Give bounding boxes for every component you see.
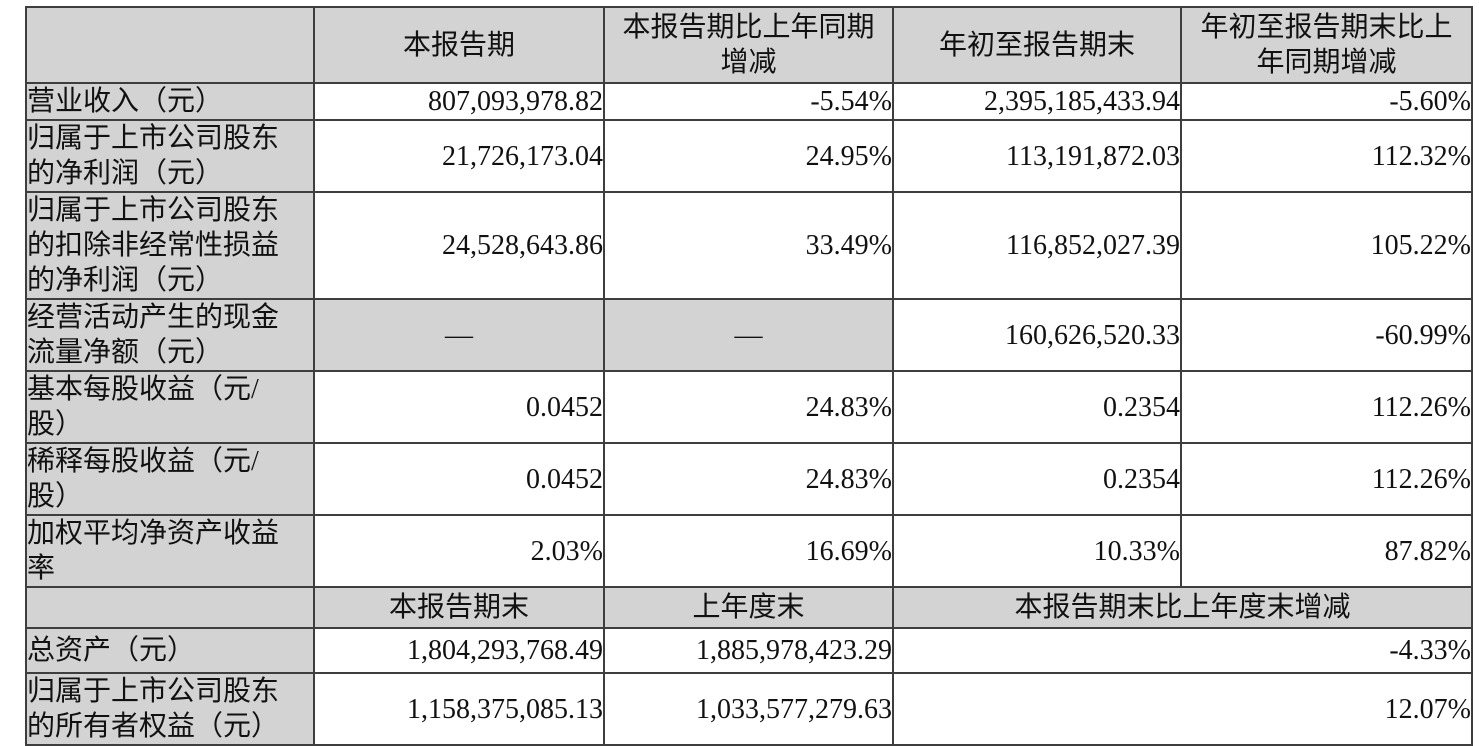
- table-header-row-period-end: 本报告期末 上年度末 本报告期末比上年度末增减: [25, 586, 1473, 629]
- value-cell: 12.07%: [892, 672, 1473, 746]
- value-cell: 1,158,375,085.13: [313, 672, 605, 746]
- value-cell: 116,852,027.39: [892, 191, 1182, 300]
- value-cell: 1,804,293,768.49: [313, 627, 605, 674]
- table-row-operating-revenue: 营业收入（元） 807,093,978.82 -5.54% 2,395,185,…: [25, 82, 1473, 121]
- value-cell: 33.49%: [603, 191, 894, 300]
- value-cell: -4.33%: [892, 627, 1473, 674]
- value-cell: -5.54%: [603, 82, 894, 121]
- value-cell: 0.2354: [892, 442, 1182, 516]
- row-label: 营业收入（元）: [25, 82, 315, 121]
- header-blank-cell: [25, 6, 315, 84]
- table-row-basic-eps: 基本每股收益（元/ 股） 0.0452 24.83% 0.2354 112.26…: [25, 370, 1473, 444]
- header-year-to-date-yoy-change: 年初至报告期末比上 年同期增减: [1180, 6, 1473, 84]
- value-cell: 160,626,520.33: [892, 298, 1182, 372]
- row-label: 总资产（元）: [25, 627, 315, 674]
- value-cell: 24.83%: [603, 442, 894, 516]
- table-row-equity-attributable: 归属于上市公司股东 的所有者权益（元） 1,158,375,085.13 1,0…: [25, 672, 1473, 746]
- value-cell: 807,093,978.82: [313, 82, 605, 121]
- value-cell: 24,528,643.86: [313, 191, 605, 300]
- table-row-operating-cash-flow: 经营活动产生的现金 流量净额（元） — — 160,626,520.33 -60…: [25, 298, 1473, 372]
- value-cell: 21,726,173.04: [313, 119, 605, 193]
- row-label: 稀释每股收益（元/ 股）: [25, 442, 315, 516]
- header-end-of-prior-year: 上年度末: [603, 586, 894, 629]
- value-cell: 87.82%: [1180, 514, 1473, 588]
- value-cell: 16.69%: [603, 514, 894, 588]
- row-label: 归属于上市公司股东 的扣除非经常性损益 的净利润（元）: [25, 191, 315, 300]
- header-current-period-yoy-change: 本报告期比上年同期 增减: [603, 6, 894, 84]
- value-cell: 24.83%: [603, 370, 894, 444]
- header-change-vs-prior-year-end: 本报告期末比上年度末增减: [892, 586, 1473, 629]
- table-row-net-profit-excl-nonrecurring: 归属于上市公司股东 的扣除非经常性损益 的净利润（元） 24,528,643.8…: [25, 191, 1473, 300]
- value-cell: 112.26%: [1180, 370, 1473, 444]
- table-header-row-period: 本报告期 本报告期比上年同期 增减 年初至报告期末 年初至报告期末比上 年同期增…: [25, 6, 1473, 84]
- value-cell: 2,395,185,433.94: [892, 82, 1182, 121]
- table-row-weighted-average-roe: 加权平均净资产收益 率 2.03% 16.69% 10.33% 87.82%: [25, 514, 1473, 588]
- row-label: 基本每股收益（元/ 股）: [25, 370, 315, 444]
- value-cell: 113,191,872.03: [892, 119, 1182, 193]
- table-row-total-assets: 总资产（元） 1,804,293,768.49 1,885,978,423.29…: [25, 627, 1473, 674]
- row-label: 归属于上市公司股东 的所有者权益（元）: [25, 672, 315, 746]
- key-financials-table: 本报告期 本报告期比上年同期 增减 年初至报告期末 年初至报告期末比上 年同期增…: [25, 6, 1473, 746]
- header-year-to-date: 年初至报告期末: [892, 6, 1182, 84]
- row-label: 归属于上市公司股东 的净利润（元）: [25, 119, 315, 193]
- value-cell: 112.32%: [1180, 119, 1473, 193]
- value-cell: 10.33%: [892, 514, 1182, 588]
- table-row-net-profit-attributable: 归属于上市公司股东 的净利润（元） 21,726,173.04 24.95% 1…: [25, 119, 1473, 193]
- row-label: 加权平均净资产收益 率: [25, 514, 315, 588]
- value-cell: 24.95%: [603, 119, 894, 193]
- value-cell: 1,033,577,279.63: [603, 672, 894, 746]
- value-cell: 1,885,978,423.29: [603, 627, 894, 674]
- value-cell-not-applicable: —: [313, 298, 605, 372]
- value-cell: 2.03%: [313, 514, 605, 588]
- value-cell: 0.0452: [313, 370, 605, 444]
- table-row-diluted-eps: 稀释每股收益（元/ 股） 0.0452 24.83% 0.2354 112.26…: [25, 442, 1473, 516]
- value-cell: 0.2354: [892, 370, 1182, 444]
- header-blank-cell: [25, 586, 315, 629]
- value-cell: -5.60%: [1180, 82, 1473, 121]
- value-cell: 0.0452: [313, 442, 605, 516]
- value-cell: -60.99%: [1180, 298, 1473, 372]
- value-cell: 112.26%: [1180, 442, 1473, 516]
- header-current-period: 本报告期: [313, 6, 605, 84]
- value-cell-not-applicable: —: [603, 298, 894, 372]
- value-cell: 105.22%: [1180, 191, 1473, 300]
- row-label: 经营活动产生的现金 流量净额（元）: [25, 298, 315, 372]
- header-end-of-period: 本报告期末: [313, 586, 605, 629]
